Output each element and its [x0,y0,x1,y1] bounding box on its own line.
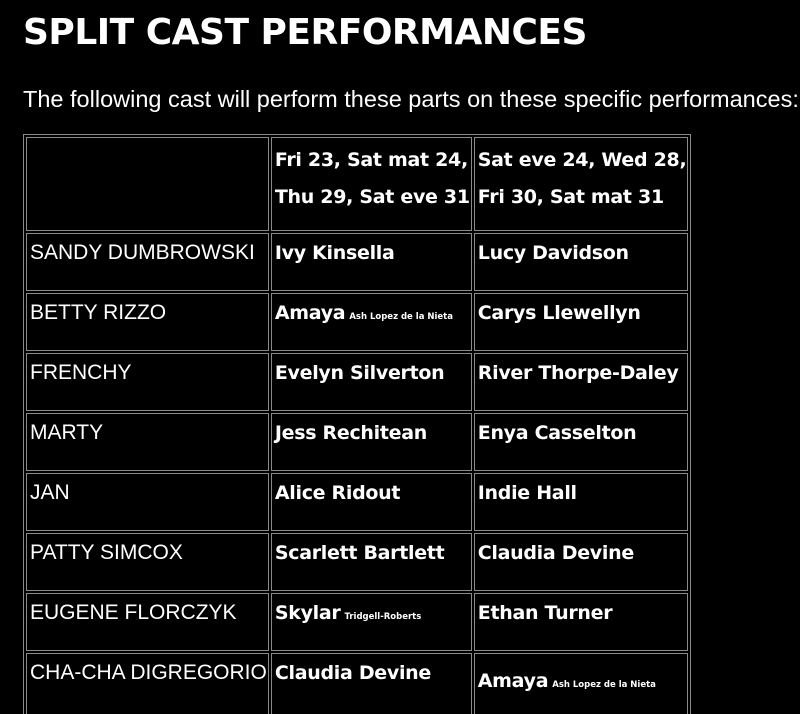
cast-a-cell: Claudia Devine [270,653,472,714]
header-cell-cast-a-dates: Fri 23, Sat mat 24, Thu 29, Sat eve 31 [270,137,472,231]
cast-b-cell: Enya Casselton [473,413,689,471]
actor-name: Amaya [477,670,549,692]
actor-name: Scarlett Bartlett [274,542,445,564]
table-row: MARTY Jess Rechitean Enya Casselton [26,413,689,471]
cast-a-cell: Alice Ridout [270,473,472,531]
actor-name: Alice Ridout [274,482,401,504]
cast-a-dates-line2: Thu 29, Sat eve 31 [274,186,470,208]
role-cell: FRENCHY [26,353,269,411]
role-cell: BETTY RIZZO [26,293,269,351]
table-row: FRENCHY Evelyn Silverton River Thorpe-Da… [26,353,689,411]
actor-name: Skylar [274,602,341,624]
split-cast-table: Fri 23, Sat mat 24, Thu 29, Sat eve 31 Sa… [23,134,692,714]
cast-a-cell: Evelyn Silverton [270,353,472,411]
cast-b-cell: Ethan Turner [473,593,689,651]
table-header-row: Fri 23, Sat mat 24, Thu 29, Sat eve 31 Sa… [26,137,689,231]
role-cell: SANDY DUMBROWSKI [26,233,269,291]
table-row: SANDY DUMBROWSKI Ivy Kinsella Lucy David… [26,233,689,291]
actor-name-wrap: Amaya Ash Lopez de la Nieta [478,658,687,700]
actor-surname-note: Ash Lopez de la Nieta [552,680,656,690]
table-row: BETTY RIZZO Amaya Ash Lopez de la Nieta C… [26,293,689,351]
cast-b-dates-line2: Fri 30, Sat mat 31 [477,186,664,208]
table-row: CHA-CHA DIGREGORIO Claudia Devine Amaya A… [26,653,689,714]
actor-surname-note: Ash Lopez de la Nieta [349,312,453,322]
actor-name: Amaya [274,302,346,324]
actor-name: Enya Casselton [477,422,637,444]
cast-a-cell: Scarlett Bartlett [270,533,472,591]
cast-b-dates-line1: Sat eve 24, Wed 28, [477,149,687,171]
actor-name: Claudia Devine [477,542,634,564]
header-cell-cast-b-dates: Sat eve 24, Wed 28, Fri 30, Sat mat 31 [473,137,689,231]
cast-a-cell: Skylar Tridgell-Roberts [270,593,472,651]
actor-name: Indie Hall [477,482,577,504]
role-cell: PATTY SIMCOX [26,533,269,591]
actor-surname-note: Tridgell-Roberts [344,612,422,622]
cast-a-cell: Jess Rechitean [270,413,472,471]
header-cell-role [26,137,269,231]
cast-b-cell: Carys Llewellyn [473,293,689,351]
cast-a-cell: Amaya Ash Lopez de la Nieta [270,293,472,351]
actor-name: Carys Llewellyn [477,302,641,324]
cast-b-cell: Indie Hall [473,473,689,531]
cast-b-cell: River Thorpe-Daley [473,353,689,411]
actor-name: Jess Rechitean [274,422,427,444]
actor-name: Claudia Devine [274,662,431,684]
actor-name: River Thorpe-Daley [477,362,679,384]
table-row: EUGENE FLORCZYK Skylar Tridgell-Roberts E… [26,593,689,651]
actor-name: Evelyn Silverton [274,362,445,384]
role-cell: MARTY [26,413,269,471]
cast-a-cell: Ivy Kinsella [270,233,472,291]
page-title: SPLIT CAST PERFORMANCES [23,12,587,53]
cast-b-cell: Claudia Devine [473,533,689,591]
actor-name: Ethan Turner [477,602,613,624]
actor-name: Lucy Davidson [477,242,629,264]
intro-text: The following cast will perform these pa… [23,86,799,112]
table-row: PATTY SIMCOX Scarlett Bartlett Claudia D… [26,533,689,591]
actor-name: Ivy Kinsella [274,242,395,264]
table-row: JAN Alice Ridout Indie Hall [26,473,689,531]
role-cell: JAN [26,473,269,531]
role-cell: CHA-CHA DIGREGORIO [26,653,269,714]
cast-b-cell: Amaya Ash Lopez de la Nieta [473,653,689,714]
cast-a-dates-line1: Fri 23, Sat mat 24, [274,149,468,171]
role-cell: EUGENE FLORCZYK [26,593,269,651]
cast-b-cell: Lucy Davidson [473,233,689,291]
